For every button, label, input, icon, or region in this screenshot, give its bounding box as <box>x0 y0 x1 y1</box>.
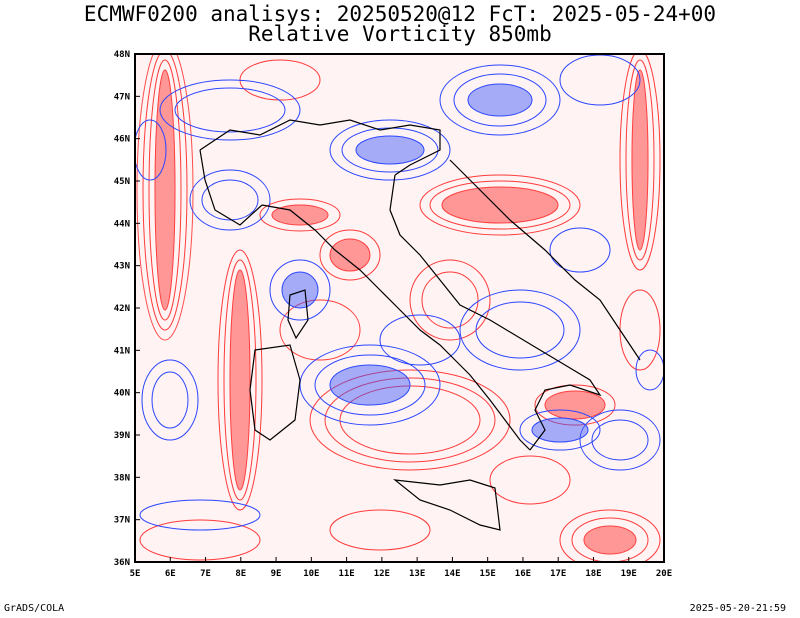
lon-label: 11E <box>338 569 354 579</box>
lat-label: 44N <box>114 219 130 229</box>
lat-label: 41N <box>114 346 130 356</box>
lat-label: 40N <box>114 389 130 399</box>
lon-label: 13E <box>409 569 425 579</box>
contour-field <box>135 54 664 562</box>
title-line-1: ECMWF0200 analisys: 20250520@12 FcT: 202… <box>83 2 717 26</box>
lat-label: 42N <box>114 304 130 314</box>
lon-label: 10E <box>303 569 319 579</box>
lon-label: 7E <box>200 569 211 579</box>
coastlines <box>199 119 641 531</box>
lat-label: 43N <box>114 262 130 272</box>
lon-label: 17E <box>550 569 566 579</box>
lon-label: 15E <box>480 569 496 579</box>
lon-label: 12E <box>374 569 390 579</box>
lat-label: 46N <box>114 135 130 145</box>
lat-label: 36N <box>114 558 130 568</box>
lat-label: 38N <box>114 473 130 483</box>
lon-label: 16E <box>515 569 531 579</box>
negative-vorticity-regions <box>135 54 664 531</box>
axis-ticks: 48N 47N 46N 45N 44N 43N 42N 41N 40N 39N 38N 37N 36N5… <box>114 50 672 579</box>
title-line-2: Relative Vorticity 850mb <box>248 22 552 46</box>
lat-label: 45N <box>114 177 130 187</box>
lon-label: 5E <box>130 569 141 579</box>
lat-label: 39N <box>114 431 130 441</box>
lon-label: 6E <box>165 569 176 579</box>
lat-label: 37N <box>114 516 130 526</box>
lon-label: 8E <box>235 569 246 579</box>
lon-label: 14E <box>444 569 460 579</box>
lon-label: 9E <box>271 569 282 579</box>
lat-label: 48N <box>114 50 130 60</box>
footer-credit: GrADS/COLA <box>4 603 65 614</box>
lon-label: 20E <box>656 569 672 579</box>
lat-label: 47N <box>114 92 130 102</box>
footer-timestamp: 2025-05-20-21:59 <box>689 603 786 614</box>
lon-label: 19E <box>621 569 637 579</box>
lon-label: 18E <box>585 569 601 579</box>
